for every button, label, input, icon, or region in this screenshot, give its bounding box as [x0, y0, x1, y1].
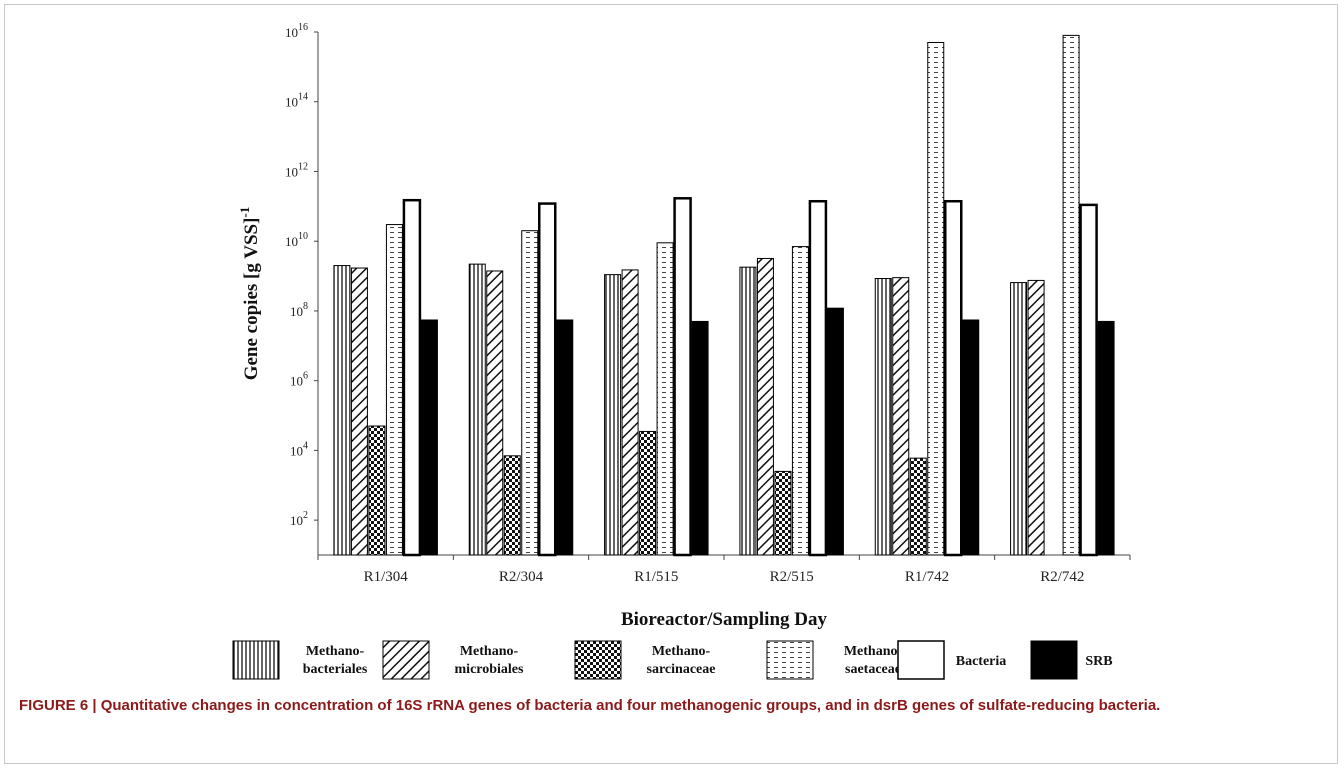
x-category-label: R1/304: [364, 569, 409, 585]
legend-label-line2: sarcinaceae: [647, 662, 716, 677]
legend-label-line2: bacteriales: [303, 662, 368, 677]
y-tick-label: 108: [290, 301, 308, 319]
legend-swatch-open: [897, 640, 945, 680]
bar-diagonal-lines: [892, 277, 910, 556]
bar-open: [538, 202, 557, 557]
legend-label-line2: saetaceae: [845, 662, 901, 677]
bar-solid: [691, 320, 709, 556]
bar-dashes: [791, 246, 809, 556]
bar-solid: [962, 319, 980, 556]
y-tick-label: 1012: [285, 161, 308, 179]
y-tick-label: 102: [290, 510, 308, 528]
x-category-label: R2/515: [770, 569, 814, 585]
bar-solid: [826, 307, 844, 556]
bar-dashes: [385, 224, 403, 556]
bar-dashes: [927, 41, 945, 556]
bar-diagonal-lines: [756, 257, 774, 556]
bar-open: [808, 199, 828, 557]
legend-swatch-dashes: [766, 640, 814, 680]
bar-checker: [909, 457, 927, 556]
bar-vertical-lines: [468, 263, 486, 556]
bar-diagonal-lines: [1027, 279, 1045, 556]
bar-diagonal-lines: [621, 269, 639, 556]
bar-solid: [420, 319, 438, 556]
legend-label-line1: Methano-: [844, 644, 903, 659]
figure-frame: 102 104 106 108 1010 1012 1014 1016 Gene copies …: [4, 4, 1338, 764]
bar-vertical-lines: [1010, 282, 1028, 556]
legend-label-line2: microbiales: [455, 662, 525, 677]
bar-vertical-lines: [874, 278, 892, 556]
legend-label-line1: Methano-: [306, 644, 365, 659]
bar-vertical-lines: [739, 266, 757, 556]
bar-dashes: [656, 242, 674, 556]
x-category-label: R1/742: [905, 569, 949, 585]
legend-swatch-vertical-lines: [232, 640, 280, 680]
figure-caption: FIGURE 6 | Quantitative changes in conce…: [19, 697, 1161, 714]
bar-vertical-lines: [604, 274, 622, 556]
legend-swatch-diagonal-lines: [382, 640, 430, 680]
bar-open: [402, 198, 422, 557]
bar-open: [944, 199, 963, 557]
legend-swatch-solid: [1030, 640, 1078, 680]
bar-checker: [639, 430, 657, 556]
x-axis-title: Bioreactor/Sampling Day: [621, 609, 828, 630]
y-tick-label: 104: [290, 440, 308, 458]
x-category-label: R2/742: [1040, 569, 1084, 585]
y-tick-label: 1016: [285, 22, 308, 40]
y-axis-title: Gene copies [g VSS]-1: [237, 207, 262, 381]
bar-open: [673, 197, 692, 557]
bar-dashes: [1062, 34, 1080, 556]
bar-checker: [368, 425, 386, 556]
y-tick-label: 106: [290, 371, 308, 389]
bar-open: [1079, 203, 1098, 557]
y-tick-label: 1010: [285, 231, 308, 249]
bar-checker: [503, 455, 521, 556]
y-tick-label: 1014: [285, 92, 308, 110]
bar-solid: [1097, 320, 1115, 556]
legend-label-line1: Methano-: [652, 644, 711, 659]
x-category-label: R1/515: [634, 569, 678, 585]
legend-label-line1: Methano-: [460, 644, 519, 659]
bar-diagonal-lines: [486, 270, 504, 556]
x-category-label: R2/304: [499, 569, 544, 585]
bar-dashes: [521, 230, 539, 556]
bar-diagonal-lines: [350, 267, 368, 556]
bar-checker: [774, 470, 792, 556]
bar-solid: [556, 319, 574, 556]
bar-vertical-lines: [333, 265, 351, 556]
legend-swatch-checker: [574, 640, 622, 680]
bar-chart: 102 104 106 108 1010 1012 1014 1016 Gene copies …: [232, 22, 1131, 680]
legend-label: SRB: [1085, 654, 1112, 669]
legend-label: Bacteria: [956, 654, 1007, 669]
